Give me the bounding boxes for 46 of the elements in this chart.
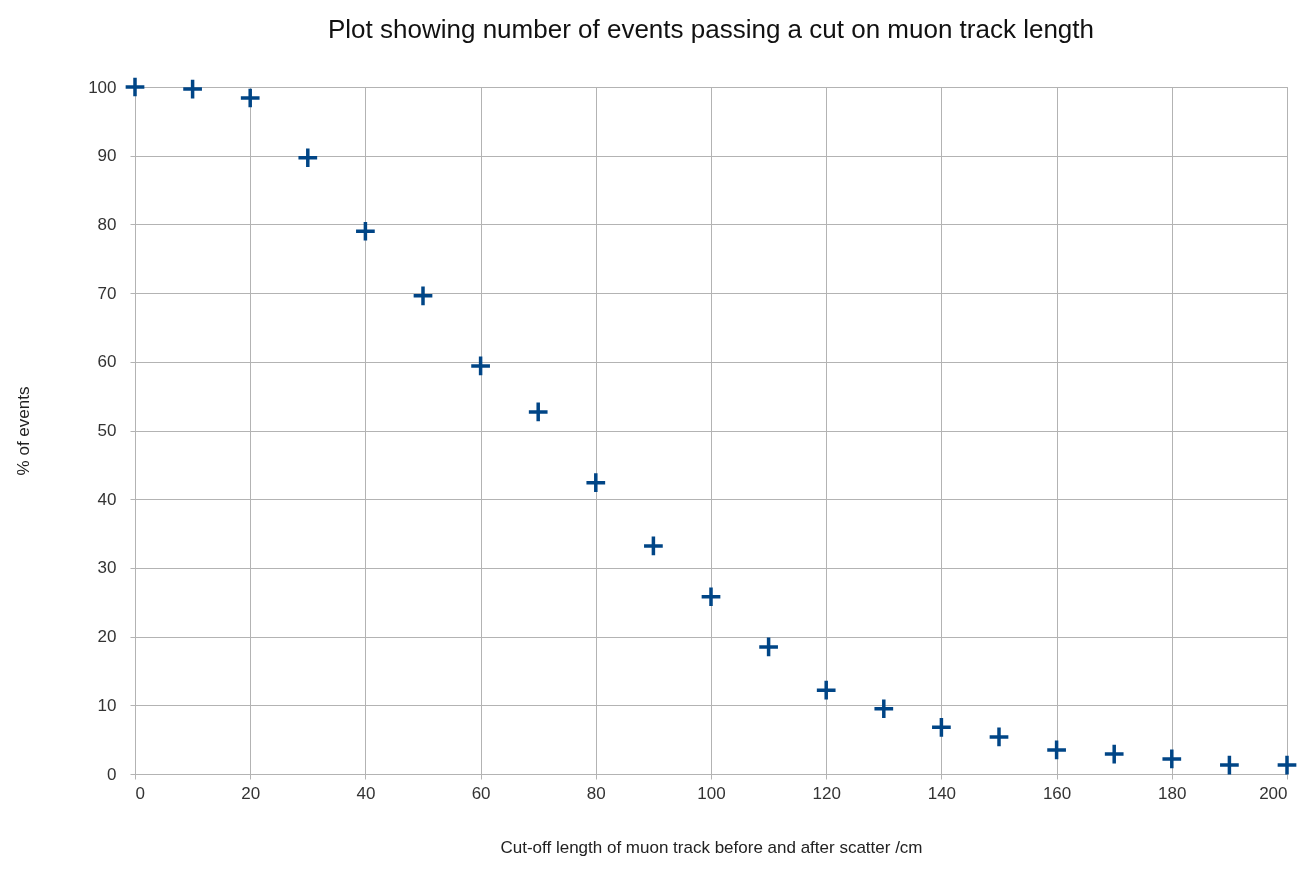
- point: [527, 400, 550, 424]
- x-tick-label: 140: [927, 783, 957, 803]
- point: [1103, 742, 1126, 766]
- y-tick-label: 60: [97, 352, 117, 372]
- y-tick-label: 20: [97, 627, 117, 647]
- y-tick-label: 10: [97, 695, 117, 715]
- y-axis-title: % of events: [14, 386, 34, 476]
- y-tick-label: 0: [107, 764, 117, 784]
- point: [469, 354, 492, 378]
- x-tick-label: 100: [697, 783, 726, 803]
- point: [411, 284, 435, 307]
- x-tick-label: 200: [1259, 783, 1288, 803]
- point: [642, 534, 665, 558]
- y-tick-label: 70: [97, 283, 117, 303]
- x-tick-label: 120: [812, 783, 841, 803]
- point: [1160, 747, 1183, 770]
- point: [1218, 753, 1241, 777]
- point: [987, 725, 1011, 749]
- y-tick-label: 90: [97, 146, 117, 166]
- point: [296, 146, 319, 169]
- y-tick-label: 50: [97, 421, 117, 440]
- point: [930, 716, 953, 739]
- x-tick-label: 0: [135, 783, 145, 803]
- y-tick-label: 30: [97, 558, 117, 578]
- point: [872, 697, 895, 720]
- point: [123, 75, 147, 99]
- point: [354, 220, 377, 243]
- x-tick-label: 180: [1158, 783, 1187, 803]
- x-tick-label: 160: [1042, 783, 1072, 803]
- x-tick-label: 20: [241, 783, 261, 803]
- y-tick-label: 100: [88, 77, 117, 97]
- y-tick-label: 40: [97, 489, 117, 509]
- point: [584, 471, 607, 494]
- y-tick-label: 80: [97, 214, 117, 234]
- point: [699, 585, 723, 608]
- point: [757, 635, 780, 659]
- point: [181, 77, 204, 101]
- x-tick-label: 60: [471, 783, 491, 803]
- x-tick-label: 80: [586, 783, 606, 803]
- x-axis-title: Cut-off length of muon track before and after scatter /cm: [500, 837, 923, 857]
- point: [1275, 753, 1299, 777]
- point: [815, 679, 838, 702]
- point: [1045, 738, 1068, 762]
- x-tick-label: 40: [356, 783, 376, 803]
- chart-title: Plot showing number of events passing a cut on muon track length: [328, 13, 1094, 44]
- point: [239, 86, 262, 110]
